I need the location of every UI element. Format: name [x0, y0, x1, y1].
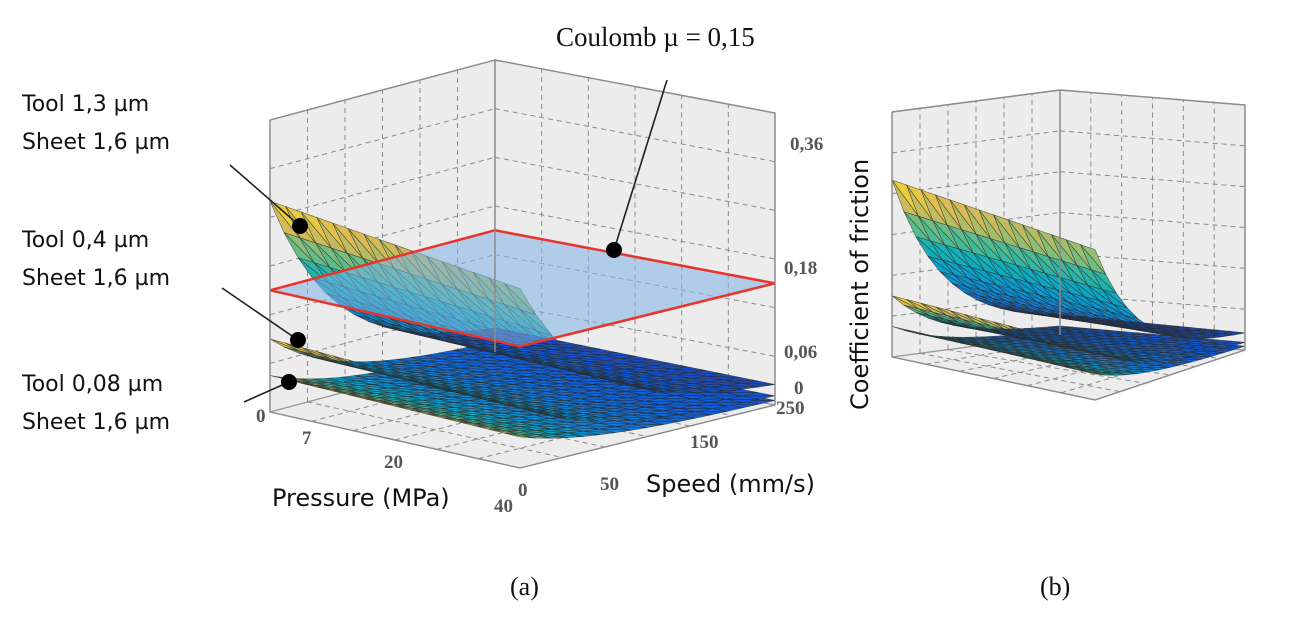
surface-2	[891, 295, 1246, 362]
z-axis-title: Coefficient of friction	[846, 158, 874, 410]
leader-line	[613, 79, 668, 251]
grid-line	[891, 130, 1061, 154]
axis-box-edge	[891, 356, 1096, 401]
leader-dot	[292, 218, 308, 234]
grid-line	[307, 401, 563, 458]
leader-line	[243, 381, 290, 403]
grid-line	[1059, 212, 1246, 228]
annotation-tool-line: Tool 1,3 µm	[22, 92, 150, 117]
axis-box-edge	[494, 59, 776, 114]
y-axis-title: Speed (mm/s)	[646, 470, 815, 498]
leader-dot	[290, 332, 306, 348]
annotation-leaders	[221, 79, 668, 403]
z-tick-label: 0,36	[790, 134, 824, 155]
z-tick-label: 0	[794, 378, 804, 399]
annotation-sheet-line: Sheet 1,6 µm	[22, 266, 171, 291]
annotation-tool-line: Tool 0,4 µm	[22, 228, 150, 253]
axis-box-edge	[519, 404, 776, 469]
x-axis-title: Pressure (MPa)	[272, 484, 450, 512]
annotation-tool-0-4: Tool 0,4 µm Sheet 1,6 µm	[22, 222, 170, 298]
grid-line	[269, 156, 496, 218]
grid-line	[494, 156, 776, 211]
annotation-coulomb: Coulomb µ = 0,15	[556, 22, 755, 52]
axis-box-edge	[269, 59, 496, 121]
axis-box-edge	[269, 411, 521, 469]
grid-line	[269, 108, 496, 170]
grid-line	[1059, 130, 1246, 147]
x-tick-label: 40	[494, 496, 513, 517]
surface-2	[269, 338, 776, 422]
annotation-tool-line: Tool 0,08 µm	[22, 372, 164, 397]
x-tick-label: 20	[384, 452, 403, 473]
panel-label-a: (a)	[510, 572, 539, 601]
z-tick-label: 0,06	[784, 342, 818, 363]
grid-line	[494, 108, 776, 163]
y-tick-label: 150	[690, 432, 719, 453]
annotation-sheet-line: Sheet 1,6 µm	[22, 130, 171, 155]
x-tick-label: 0	[256, 406, 266, 427]
z-tick-label: 0,18	[784, 258, 818, 279]
x-tick-label: 7	[302, 428, 312, 449]
y-tick-label: 250	[776, 398, 805, 419]
leader-dot	[281, 374, 297, 390]
y-tick-label: 50	[600, 474, 619, 495]
axis-box-edge	[891, 89, 1061, 113]
axis-box-edge	[1094, 349, 1246, 401]
leader-line	[229, 164, 301, 227]
panel-a-plot	[269, 59, 776, 469]
leader-dot	[606, 242, 622, 258]
axis-box-edge	[1059, 89, 1246, 106]
grid-line	[269, 254, 496, 316]
annotation-tool-0-08: Tool 0,08 µm Sheet 1,6 µm	[22, 366, 170, 442]
annotation-sheet-line: Sheet 1,6 µm	[22, 410, 171, 435]
annotation-tool-1-3: Tool 1,3 µm Sheet 1,6 µm	[22, 86, 170, 162]
leader-line	[221, 287, 299, 341]
surface-1	[891, 179, 1246, 339]
y-tick-label: 0	[518, 480, 528, 501]
panel-b-plot	[891, 89, 1246, 401]
panel-label-b: (b)	[1040, 572, 1071, 601]
